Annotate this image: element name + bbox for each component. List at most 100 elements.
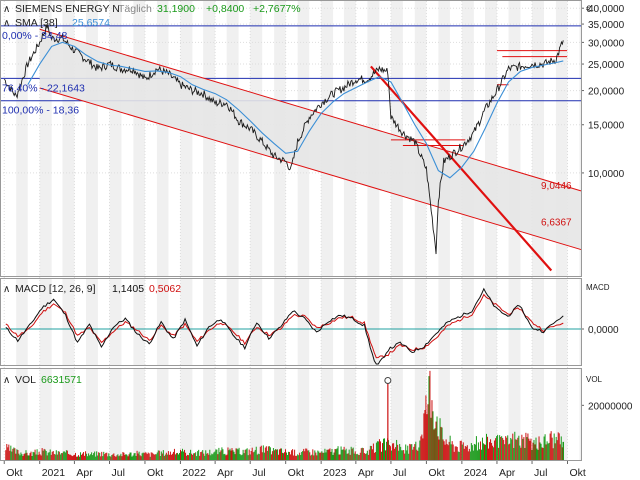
month-band — [532, 369, 544, 460]
month-band — [226, 369, 239, 460]
vol-collapse-icon[interactable]: ∧ — [3, 375, 10, 386]
month-band — [109, 369, 122, 460]
month-band — [555, 369, 568, 460]
sma-line — [27, 41, 564, 179]
sma-series — [27, 41, 564, 179]
month-band — [555, 279, 568, 365]
x-tick-label: Okt — [6, 467, 22, 479]
month-band — [109, 279, 122, 365]
sma-label: SMA [38] — [15, 17, 58, 29]
month-band — [133, 1, 145, 276]
month-band — [156, 369, 169, 460]
last-price: 31,1900 — [157, 3, 195, 15]
month-band — [438, 1, 450, 276]
month-band — [16, 1, 28, 276]
vol-axis-title: VOL — [586, 375, 603, 384]
x-tick-label: 2022 — [182, 467, 206, 479]
volume-bars — [5, 370, 565, 460]
price-tick-label: 25,0000 — [588, 60, 625, 71]
vol-label: VOL — [15, 374, 36, 386]
month-band — [180, 369, 193, 460]
macd-line — [5, 287, 564, 365]
month-band — [321, 369, 334, 460]
month-band — [461, 279, 474, 365]
macd-axis-title: MACD — [586, 283, 610, 292]
fib-label: 100,00% - 18,36 — [2, 105, 79, 117]
macd-collapse-icon[interactable]: ∧ — [3, 284, 10, 295]
month-band — [508, 279, 521, 365]
month-band — [343, 369, 356, 460]
x-tick-label: Apr — [76, 467, 93, 479]
month-band — [343, 279, 356, 365]
collapse-icon[interactable]: ∧ — [3, 4, 10, 15]
month-band — [579, 369, 581, 460]
month-band — [485, 369, 497, 460]
channel-upper-line — [39, 28, 582, 192]
price-panel: 0,00% - 34,48 76,40% - 22,1643 100,00% - 1… — [0, 24, 582, 272]
x-tick-label: Jul — [111, 467, 124, 479]
symbol-name: SIEMENS ENERGY N — [15, 3, 120, 15]
month-band — [555, 1, 568, 276]
volume-panel — [5, 370, 565, 460]
vol-value: 6631571 — [41, 374, 82, 386]
month-band — [485, 279, 497, 365]
month-band — [250, 279, 263, 365]
channel-area — [39, 29, 581, 250]
period-label: Täglich — [118, 3, 152, 15]
signal-value: 0,5062 — [149, 283, 181, 295]
volume-spike-marker — [384, 376, 392, 384]
month-band — [274, 369, 286, 460]
volume-axis: 20000000 — [581, 401, 633, 412]
price-panel-frame — [0, 0, 582, 277]
price-tick-label: 40,0000 — [588, 4, 625, 15]
x-tick-label: 2021 — [42, 467, 66, 479]
price-tick-label: 10,0000 — [588, 169, 625, 180]
month-band — [579, 1, 581, 276]
currency-symbol: € — [586, 4, 591, 14]
month-band — [39, 1, 52, 276]
month-band — [133, 279, 145, 365]
month-band — [367, 279, 380, 365]
fib-label: 76,40% - 22,1643 — [2, 82, 85, 94]
month-band — [367, 369, 380, 460]
x-tick-label: Apr — [217, 467, 234, 479]
channel-value-label: 9,0446 — [541, 181, 572, 192]
month-band — [85, 279, 98, 365]
price-tick-label: 30,0000 — [588, 38, 625, 49]
month-band — [579, 279, 581, 365]
month-band — [321, 279, 334, 365]
month-band — [274, 279, 286, 365]
price-change-pct: +2,7677% — [253, 3, 301, 15]
sma-collapse-icon[interactable]: ∧ — [3, 18, 10, 29]
month-band — [297, 369, 310, 460]
month-band — [485, 1, 497, 276]
x-axis: Okt 2021 Apr Jul Okt 2022 Apr Jul Okt 2023 Apr Jul O… — [3, 460, 586, 479]
macd-tick-label: 0,0000 — [588, 325, 619, 336]
month-band — [414, 279, 427, 365]
price-change: +0,8400 — [206, 3, 244, 15]
month-band — [508, 369, 521, 460]
x-tick-label: Okt — [147, 467, 163, 479]
channel-labels: 9,0446 6,6367 — [541, 181, 572, 229]
signal-line — [5, 293, 564, 359]
channel-lower-line — [39, 87, 582, 251]
x-tick-label: Jul — [252, 467, 265, 479]
x-tick-label: Okt — [570, 467, 586, 479]
vol-tick-label: 20000000 — [588, 401, 633, 412]
month-band — [532, 1, 544, 276]
month-band — [438, 279, 450, 365]
month-band — [203, 369, 216, 460]
month-band — [390, 279, 403, 365]
channel-value-label: 6,6367 — [541, 218, 572, 229]
fib-label: 0,00% - 34,48 — [2, 30, 68, 42]
macd-panel — [0, 287, 581, 365]
month-band — [109, 1, 122, 276]
month-band — [156, 279, 169, 365]
month-band — [156, 1, 169, 276]
month-band — [39, 369, 52, 460]
macd-axis: 0,0000 — [581, 325, 619, 336]
macd-header: ∧ MACD [12, 26, 9] 1,1405 0,5062 MACD — [3, 283, 610, 295]
month-band — [532, 279, 544, 365]
month-band — [508, 1, 521, 276]
